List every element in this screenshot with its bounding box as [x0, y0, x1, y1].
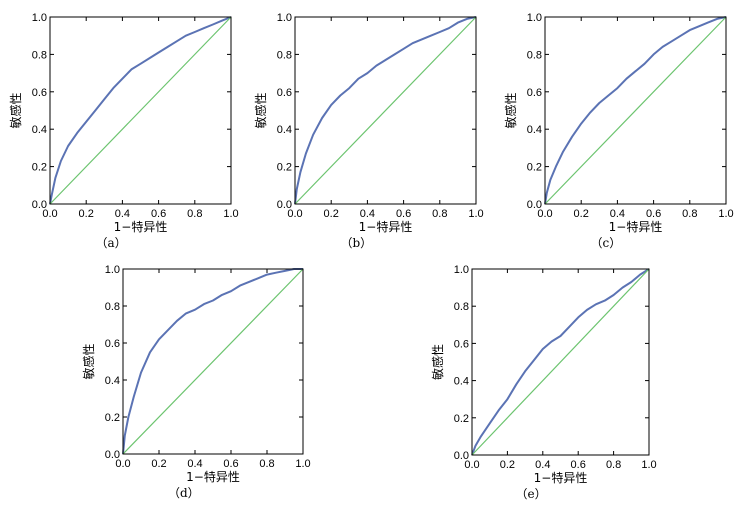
x-axis-title: 1−特异性: [609, 219, 663, 234]
panel-caption: （b）: [341, 236, 373, 250]
x-tick-label: 1.0: [223, 208, 238, 220]
x-tick-label: 0.6: [646, 208, 661, 220]
reference-diagonal-line: [122, 268, 304, 455]
panel-caption: （a）: [96, 236, 127, 250]
x-tick-label: 0.4: [187, 458, 202, 470]
x-tick-label: 0.0: [287, 208, 302, 220]
y-tick-label: 0.2: [105, 412, 120, 424]
panel-caption: （c）: [591, 236, 622, 250]
x-tick-label: 0.8: [682, 208, 697, 220]
x-axis-title: 1−特异性: [359, 219, 413, 234]
roc-curve-line: [471, 268, 650, 456]
y-tick-label: 0.4: [105, 375, 120, 387]
y-axis-title: 敏感性: [8, 92, 23, 128]
y-tick-label: 0.8: [277, 49, 292, 61]
x-tick-label: 1.0: [641, 459, 656, 471]
y-tick-label: 1.0: [527, 12, 542, 24]
y-tick-label: 0.2: [527, 162, 542, 174]
y-tick-label: 0.4: [454, 376, 469, 388]
x-tick-label: 0.4: [535, 459, 550, 471]
y-tick-label: 0.6: [32, 87, 47, 99]
x-tick-label: 1.0: [468, 208, 483, 220]
x-tick-label: 0.0: [115, 458, 130, 470]
y-tick-label: 0.0: [277, 199, 292, 211]
x-tick-label: 0.8: [187, 208, 202, 220]
reference-diagonal-line: [294, 16, 477, 205]
x-tick-label: 0.4: [115, 208, 130, 220]
y-tick-label: 1.0: [277, 12, 292, 24]
x-tick-label: 0.2: [574, 208, 589, 220]
plot-frame: [49, 16, 232, 205]
y-tick-label: 0.4: [527, 124, 542, 136]
y-axis-title: 敏感性: [430, 344, 445, 380]
y-tick-label: 0.8: [454, 301, 469, 313]
roc-panel-d: 0.0 0.2 0.4 0.6 0.8 1.0 0.0 0.2 0.4 0.6 0.8 1.0 1−特异…: [81, 264, 311, 500]
roc-panel-e: 0.0 0.2 0.4 0.6 0.8 1.0 0.0 0.2 0.4 0.6 0.8 1.0 1−特异…: [430, 264, 657, 501]
x-tick-label: 0.2: [79, 208, 94, 220]
roc-curve-line: [544, 16, 727, 205]
y-axis-title: 敏感性: [253, 92, 268, 128]
x-tick-label: 0.0: [42, 208, 57, 220]
panel-caption: （d）: [168, 486, 200, 500]
y-tick-label: 0.6: [277, 87, 292, 99]
y-tick-label: 0.6: [527, 87, 542, 99]
y-tick-label: 1.0: [105, 264, 120, 276]
x-axis-title: 1−特异性: [186, 469, 240, 484]
y-tick-label: 1.0: [454, 264, 469, 276]
x-tick-label: 0.6: [571, 459, 586, 471]
y-tick-label: 0.8: [32, 49, 47, 61]
y-tick-label: 0.4: [32, 124, 47, 136]
y-tick-label: 0.4: [277, 124, 292, 136]
y-axis-title: 敏感性: [503, 92, 518, 128]
panel-caption: （e）: [516, 487, 547, 501]
x-tick-label: 0.6: [223, 458, 238, 470]
roc-panel-c: 0.0 0.2 0.4 0.6 0.8 1.0 0.0 0.2 0.4 0.6 0.8 1.0 1−特异…: [503, 12, 734, 250]
x-tick-label: 0.2: [151, 458, 166, 470]
reference-diagonal-line: [471, 268, 650, 456]
plot-frame: [294, 16, 477, 205]
y-tick-label: 0.0: [527, 199, 542, 211]
x-tick-label: 0.4: [360, 208, 375, 220]
x-tick-label: 0.2: [324, 208, 339, 220]
x-tick-label: 0.6: [396, 208, 411, 220]
x-tick-label: 0.8: [606, 459, 621, 471]
reference-diagonal-line: [49, 16, 232, 205]
y-tick-label: 0.0: [454, 450, 469, 462]
y-tick-label: 0.2: [454, 413, 469, 425]
x-tick-label: 1.0: [295, 458, 310, 470]
x-tick-label: 0.0: [464, 459, 479, 471]
x-tick-label: 0.8: [259, 458, 274, 470]
plot-frame: [544, 16, 727, 205]
y-tick-label: 0.6: [105, 338, 120, 350]
y-tick-label: 1.0: [32, 12, 47, 24]
y-tick-label: 0.8: [105, 301, 120, 313]
x-tick-label: 0.0: [537, 208, 552, 220]
y-tick-label: 0.8: [527, 49, 542, 61]
y-tick-label: 0.2: [277, 162, 292, 174]
x-axis-title: 1−特异性: [114, 219, 168, 234]
y-tick-label: 0.0: [105, 449, 120, 461]
y-tick-label: 0.6: [454, 338, 469, 350]
y-tick-label: 0.2: [32, 162, 47, 174]
plot-frame: [471, 268, 650, 456]
y-tick-label: 0.0: [32, 199, 47, 211]
roc-curve-line: [49, 16, 232, 205]
x-tick-label: 1.0: [718, 208, 733, 220]
roc-curve-line: [122, 268, 303, 455]
roc-panel-b: 0.0 0.2 0.4 0.6 0.8 1.0 0.0 0.2 0.4 0.6 0.8 1.0 1−特异…: [253, 12, 484, 250]
plot-frame: [122, 268, 304, 455]
roc-curve-line: [294, 16, 477, 205]
roc-panel-a: 0.0 0.2 0.4 0.6 0.8 1.0 0.0 0.2 0.4 0.6 0.8 1.0 1−特异…: [8, 12, 239, 250]
x-tick-label: 0.6: [151, 208, 166, 220]
x-tick-label: 0.4: [610, 208, 625, 220]
reference-diagonal-line: [544, 16, 727, 205]
x-tick-label: 0.8: [432, 208, 447, 220]
x-axis-title: 1−特异性: [534, 470, 588, 485]
x-tick-label: 0.2: [500, 459, 515, 471]
y-axis-title: 敏感性: [81, 343, 96, 379]
